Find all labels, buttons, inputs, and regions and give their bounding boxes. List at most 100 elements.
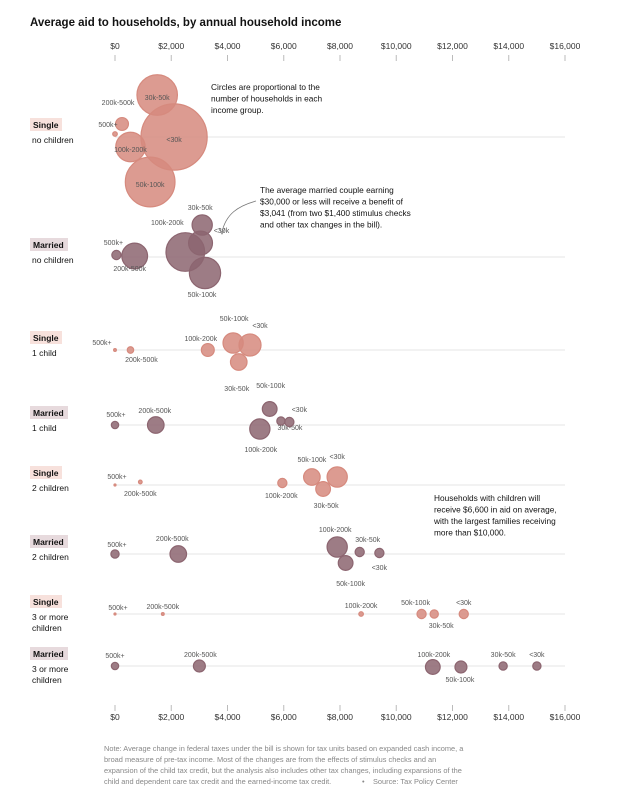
bubble-50k-100k: [222, 332, 244, 354]
bubble-100k-200k: [424, 659, 441, 675]
bubble-label: 50k-100k: [401, 600, 430, 607]
household-type-label: 3 or more: [32, 612, 69, 622]
bubble-label: 500k+: [107, 542, 126, 549]
x-tick-label: $8,000: [327, 41, 353, 51]
status-label: Married: [33, 537, 64, 547]
status-tag-bg: [30, 535, 68, 548]
bubble-label: 50k-100k: [446, 677, 475, 684]
bubble-label: 100k-200k: [319, 527, 352, 534]
x-tick-label: $10,000: [381, 41, 412, 51]
x-tick-label: $14,000: [493, 41, 524, 51]
bubble-500k+: [112, 131, 118, 137]
x-tick-label: $4,000: [215, 712, 241, 722]
bubble-label: <30k: [372, 565, 388, 572]
bubble-label: 50k-100k: [297, 457, 326, 464]
bubble-200k-500k: [169, 545, 188, 563]
annotation-line: receive $6,600 in aid on average,: [434, 505, 557, 515]
bubble-30k-50k: [429, 609, 439, 619]
chart-rows: Single no children <30k 30k-50k 50k-100k 100k…: [30, 74, 565, 685]
bubble-label: 500k+: [104, 240, 123, 247]
bubble-50k-100k: [337, 555, 354, 571]
bubble-label: <30k: [529, 652, 545, 659]
bubble-100k-200k: [165, 232, 206, 272]
annotation-arrow: [221, 200, 257, 233]
bubble-<30k: [374, 547, 385, 559]
bubble-label: 100k-200k: [417, 652, 450, 659]
bubble-label: 50k-100k: [336, 581, 365, 588]
x-tick-label: $0: [110, 41, 120, 51]
bubble-label: 200k-500k: [138, 408, 171, 415]
bubble-label: 30k-50k: [314, 503, 339, 510]
status-label: Married: [33, 649, 64, 659]
bubble-label: 500k+: [107, 474, 126, 481]
x-tick-label: $16,000: [550, 41, 581, 51]
bubble-label: 30k-50k: [429, 623, 454, 630]
note-separator: •: [362, 777, 365, 786]
bubble-label: 30k-50k: [224, 386, 249, 393]
bubble-label: 500k+: [105, 653, 124, 660]
bubble-100k-200k: [277, 477, 288, 489]
bubble-30k-50k: [276, 416, 286, 426]
status-tag-bg: [30, 331, 62, 344]
bubble-100k-200k: [326, 536, 348, 558]
bubble-500k+: [110, 549, 120, 559]
household-type-label: 1 child: [32, 423, 57, 433]
status-label: Married: [33, 408, 64, 418]
x-tick-label: $2,000: [158, 41, 184, 51]
bubble-50k-100k: [124, 156, 176, 208]
bubble-label: 200k-500k: [124, 491, 157, 498]
bubble-label: 30k-50k: [491, 652, 516, 659]
status-label: Married: [33, 240, 64, 250]
bubble-500k+: [113, 483, 117, 487]
annotation-line: The average married couple earning: [260, 185, 394, 195]
bubble-label: 50k-100k: [220, 316, 249, 323]
bubble-500k+: [113, 348, 117, 352]
status-label: Single: [33, 597, 59, 607]
bubble-label: 100k-200k: [345, 603, 378, 610]
bubble-label: 200k-500k: [146, 604, 179, 611]
household-type-label: 2 children: [32, 483, 69, 493]
bubble-label: 100k-200k: [114, 147, 147, 154]
bubble-200k-500k: [160, 612, 165, 616]
household-type-label: 3 or more: [32, 664, 69, 674]
annotation-arrowhead: [218, 227, 226, 235]
annotation-line: number of households in each: [211, 94, 323, 104]
annotation-line: and other tax changes in the bill).: [260, 220, 382, 230]
bubble-label: <30k: [330, 454, 346, 461]
x-tick-label: $12,000: [437, 41, 468, 51]
bubble-label: 30k-50k: [355, 537, 380, 544]
bubble-label: <30k: [252, 323, 268, 330]
bubble-label: <30k: [292, 407, 308, 414]
x-tick-label: $4,000: [215, 41, 241, 51]
bubble-label: 200k-500k: [102, 100, 135, 107]
bubble-label: 50k-100k: [256, 383, 285, 390]
household-type-label: no children: [32, 255, 74, 265]
bubble-30k-50k: [498, 661, 508, 671]
bubble-label: 50k-100k: [188, 292, 217, 299]
annotation-line: Circles are proportional to the: [211, 82, 320, 92]
status-tag-bg: [30, 118, 62, 131]
bubble-50k-100k: [454, 660, 468, 674]
bubble-500k+: [110, 420, 120, 430]
row-single-0: Single no children <30k 30k-50k 50k-100k 100k…: [30, 74, 565, 208]
bubble-<30k: [458, 608, 469, 620]
bubble-label: 500k+: [106, 412, 125, 419]
household-type-label: 2 children: [32, 552, 69, 562]
household-type-label: children: [32, 623, 62, 633]
bubble-<30k: [532, 661, 542, 671]
annotation-line: Households with children will: [434, 493, 540, 503]
x-tick-label: $8,000: [327, 712, 353, 722]
household-type-label: children: [32, 675, 62, 685]
bubble-label: 30k-50k: [277, 425, 302, 432]
bubble-50k-100k: [302, 468, 321, 486]
bubble-200k-500k: [114, 116, 130, 132]
bubble-50k-100k: [261, 401, 278, 417]
bubble-<30k: [326, 466, 348, 488]
bubble-label: 100k-200k: [151, 220, 184, 227]
bubble-200k-500k: [146, 416, 165, 434]
bubble-30k-50k: [191, 214, 213, 236]
x-tick-label: $2,000: [158, 712, 184, 722]
x-tick-label: $14,000: [493, 712, 524, 722]
